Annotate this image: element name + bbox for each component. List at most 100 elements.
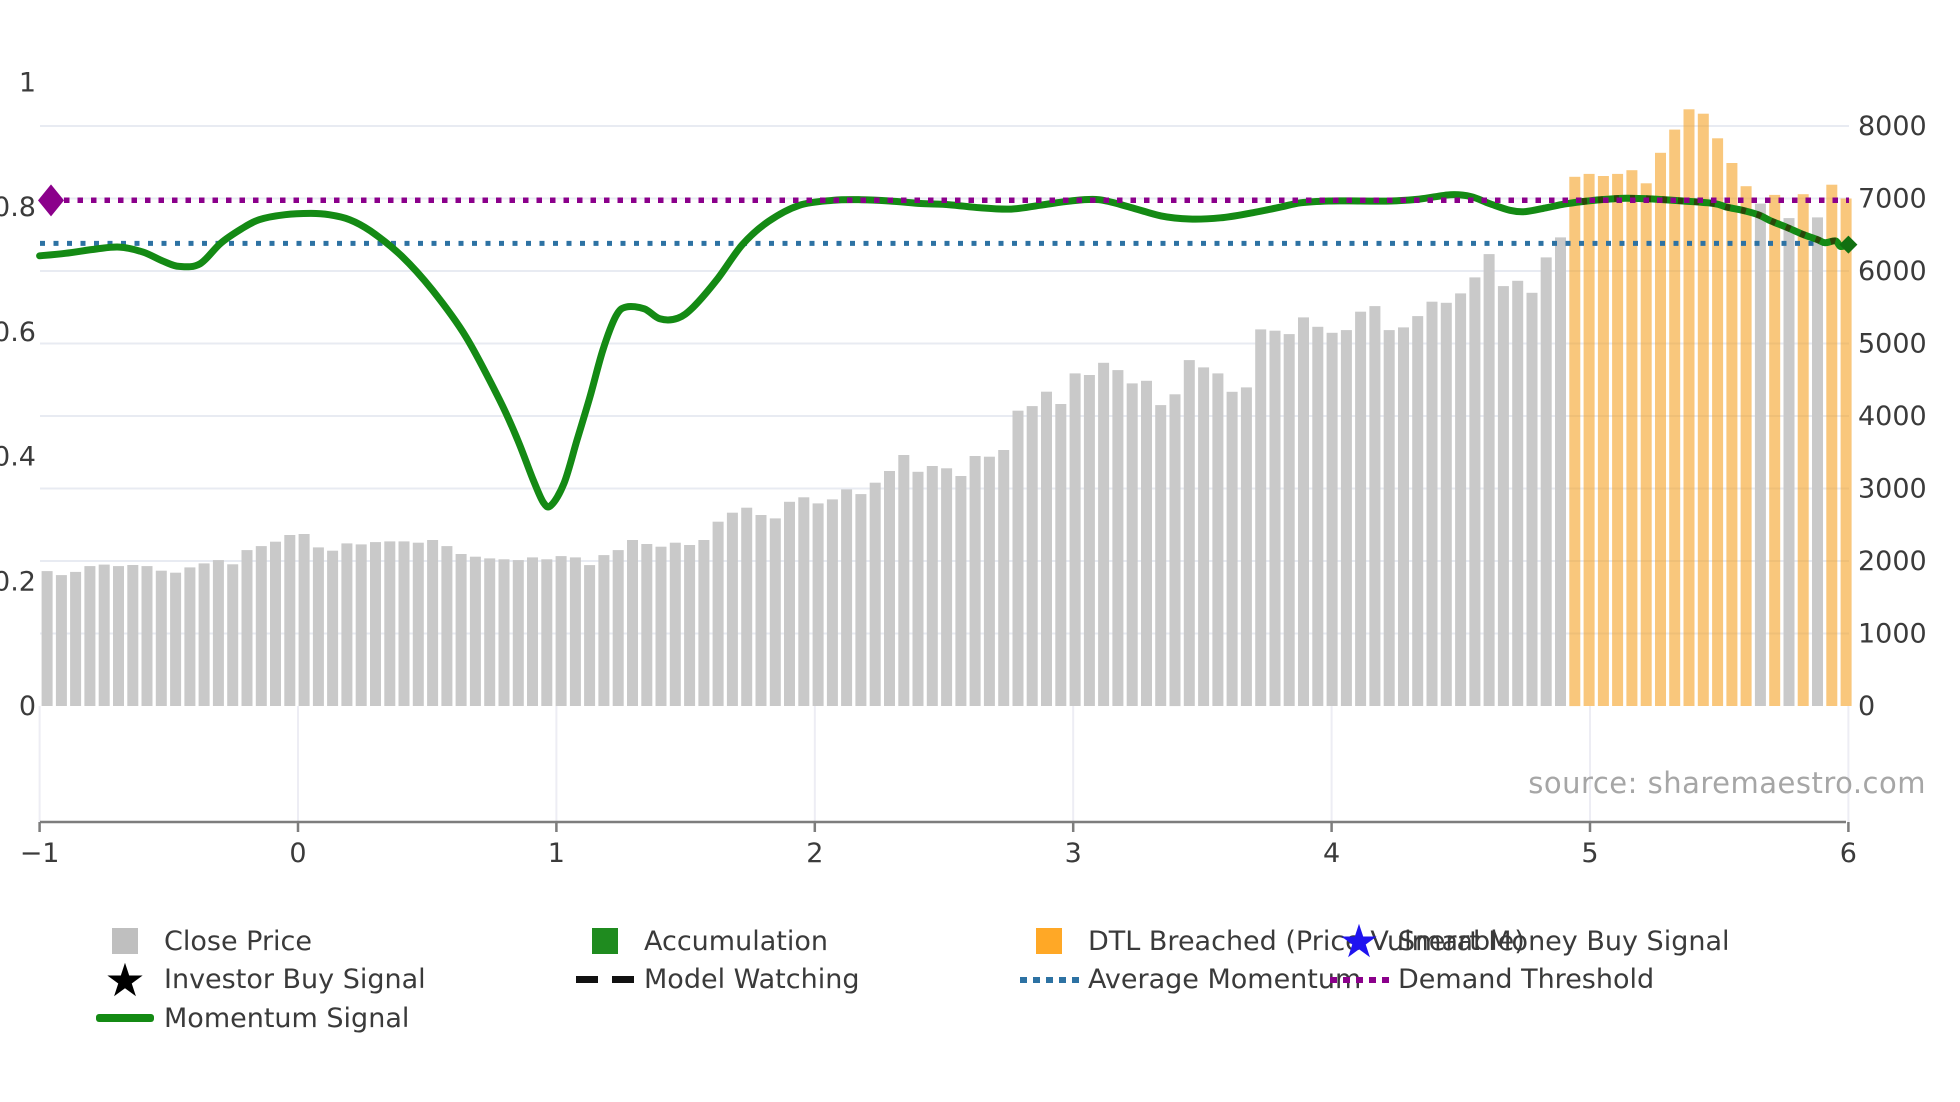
dtl-breached-bar (1569, 176, 1581, 707)
close-price-bar (1212, 373, 1224, 706)
close-price-bar (1512, 280, 1524, 706)
close-price-bar (1283, 334, 1295, 706)
close-price-bar (1083, 375, 1095, 706)
legend-label: DTL Breached (Price Vulnerable) (1088, 925, 1525, 957)
close-price-bar (941, 468, 953, 706)
legend-item-average-momentum: Average Momentum (1019, 961, 1525, 1000)
close-price-bar (926, 466, 938, 706)
close-price-bar (741, 507, 753, 706)
right-tick-label: 3000 (1858, 474, 1927, 505)
close-price-bar (1412, 316, 1424, 706)
close-price-bar (669, 542, 681, 706)
legend-item-smart-money-buy-signal: ★ Smart Money Buy Signal (1330, 918, 1730, 964)
x-tick-label: 1 (548, 838, 565, 869)
close-price-bar (898, 455, 910, 706)
dtl-breached-bar (1826, 184, 1838, 706)
dtl-breached-bar (1683, 109, 1695, 707)
close-price-bar (341, 543, 353, 706)
right-tick-label: 8000 (1858, 111, 1927, 142)
green-line-icon (96, 1014, 154, 1023)
dtl-breached-bar (1840, 198, 1852, 706)
close-price-bar (270, 541, 281, 706)
close-price-bar (569, 557, 581, 706)
legend-item-investor-buy-signal: ★ Investor Buy Signal (96, 957, 426, 1003)
left-axis-labels: 0 0.2 0.4 0.6 0.8 1 (0, 68, 36, 723)
close-price-bar (427, 540, 439, 706)
close-price-bar (512, 560, 524, 706)
close-price-bar (484, 558, 496, 706)
x-tick-label: 6 (1840, 838, 1857, 869)
legend-item-close-price: Close Price (96, 922, 426, 961)
dtl-breached-bar (1740, 186, 1752, 706)
dtl-breached-bar (1597, 176, 1609, 706)
left-tick-label: 0.2 (0, 566, 36, 597)
x-tick-label: −1 (20, 838, 60, 869)
close-price-bar (698, 540, 710, 706)
close-price-bar (1398, 327, 1409, 706)
legend-item-momentum-signal: Momentum Signal (96, 999, 426, 1038)
close-price-bar (184, 567, 196, 706)
close-price-bar (1783, 218, 1795, 706)
close-price-bar (527, 557, 538, 706)
dtl-breached-bar (1797, 194, 1809, 706)
close-price-bar (969, 456, 981, 706)
legend-item-demand-threshold: Demand Threshold (1329, 961, 1730, 1000)
close-price-bar (983, 456, 995, 706)
close-price-bar (1298, 317, 1309, 706)
close-price-bar (1055, 404, 1067, 706)
orange-square-icon (1020, 928, 1078, 955)
close-price-bar (584, 565, 596, 706)
close-price-bar (298, 534, 310, 706)
close-price-bar (455, 554, 467, 706)
close-price-bar (598, 555, 610, 706)
dtl-breached-bar (1626, 170, 1638, 706)
close-price-bar (155, 570, 167, 706)
legend: Close Price ★ Investor Buy Signal Momentum … (0, 918, 1960, 1082)
close-price-bar (370, 542, 381, 706)
close-price-bar (198, 563, 210, 706)
close-price-bar (912, 471, 924, 706)
close-price-bar (841, 489, 853, 706)
right-tick-label: 0 (1858, 691, 1875, 722)
close-price-bar (884, 471, 895, 706)
close-price-bar (384, 541, 396, 706)
legend-column: ★ Smart Money Buy Signal Demand Threshold (1329, 918, 1730, 1000)
left-tick-label: 0.6 (0, 317, 36, 348)
dtl-breached-bar (1583, 173, 1595, 706)
close-price-bar (1312, 326, 1324, 706)
close-price-bar (1497, 286, 1509, 706)
black-dashes-icon (576, 976, 634, 984)
dtl-breached-bar (1640, 183, 1652, 707)
close-price-bar (1026, 406, 1038, 706)
close-price-bar (1555, 237, 1566, 706)
close-price-bar (1483, 254, 1495, 706)
x-axis: −1 0 1 2 3 4 5 6 (20, 820, 1857, 869)
x-tick-label: 4 (1323, 838, 1340, 869)
close-price-bar (826, 499, 838, 706)
x-tick-label: 2 (806, 838, 823, 869)
legend-label: Investor Buy Signal (164, 964, 426, 996)
legend-label: Smart Money Buy Signal (1398, 925, 1730, 957)
close-price-bar (1198, 367, 1210, 706)
close-price-bar (1012, 410, 1024, 706)
right-tick-label: 1000 (1858, 619, 1927, 650)
close-price-bar (1355, 311, 1367, 706)
demand-threshold-marker (38, 184, 64, 217)
source-credit: source: sharemaestro.com (1528, 766, 1926, 800)
close-price-bar (1069, 373, 1081, 706)
legend-column: Accumulation Model Watching (576, 922, 859, 999)
legend-label: Average Momentum (1088, 964, 1362, 996)
dtl-breached-bar (1712, 138, 1724, 707)
right-tick-label: 6000 (1858, 256, 1927, 287)
close-price-bar (612, 550, 624, 706)
x-tick-label: 3 (1065, 838, 1082, 869)
close-price-bar (113, 566, 124, 706)
close-price-bar (627, 540, 638, 706)
dtl-breached-bar (1769, 194, 1781, 706)
legend-label: Model Watching (644, 964, 860, 996)
close-price-bar (1754, 203, 1766, 706)
close-price-bar (1526, 292, 1538, 706)
close-price-bar (712, 521, 724, 706)
legend-column: DTL Breached (Price Vulnerable) Average M… (1019, 922, 1525, 1000)
close-price-bar (1469, 277, 1481, 706)
